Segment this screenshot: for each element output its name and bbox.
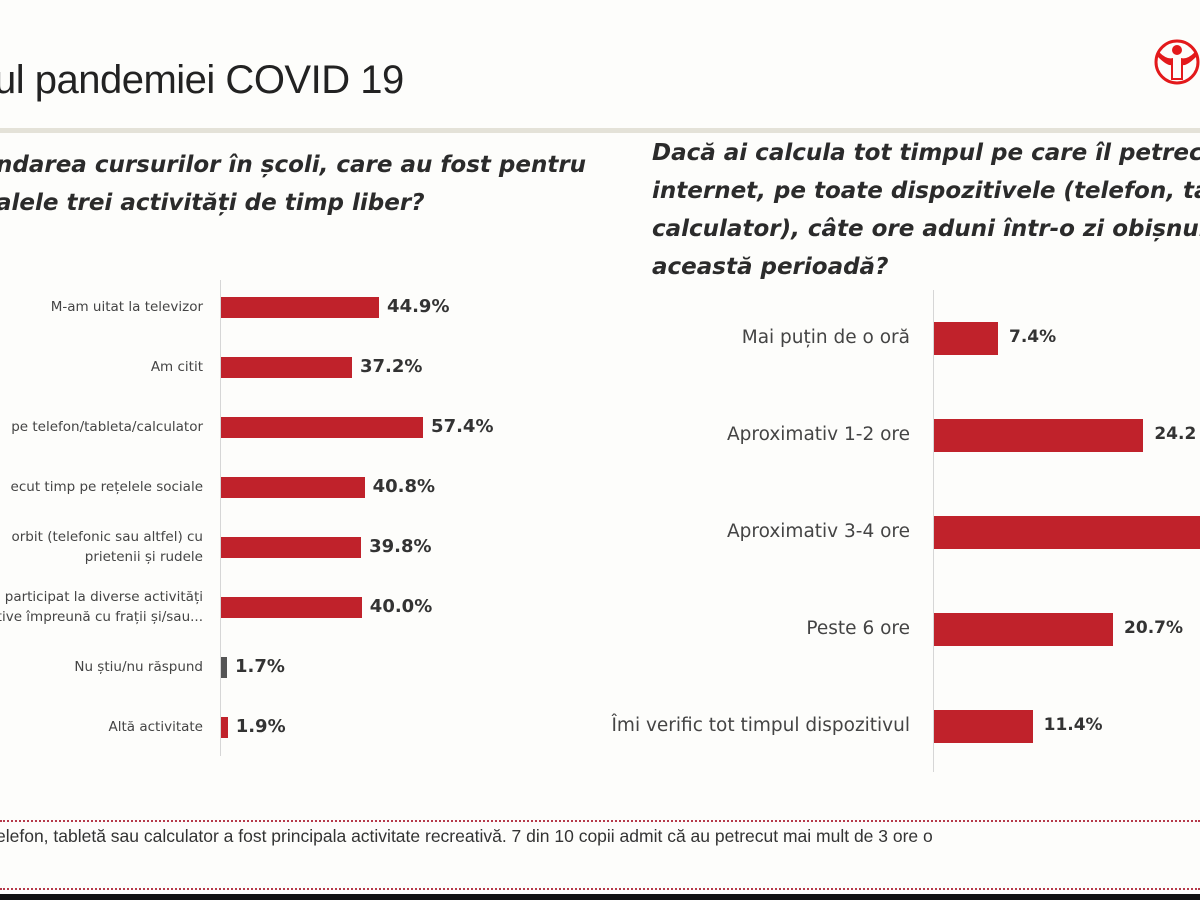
category-label-line: pe telefon/tableta/calculator <box>11 419 203 435</box>
bar <box>934 612 1114 646</box>
bottom-edge <box>0 894 1200 900</box>
category-label-line: Mai puțin de o oră <box>741 327 910 348</box>
category-label: participat la diverse activități tive împ… <box>0 587 203 627</box>
category-label: Nu știu/nu răspund <box>74 657 203 677</box>
category-label-line: Am citit <box>150 359 203 375</box>
data-label: 1.9% <box>235 715 286 737</box>
bar <box>221 716 228 738</box>
category-label-line: participat la diverse activități <box>4 589 203 605</box>
category-label-line: Nu știu/nu răspund <box>74 659 203 675</box>
category-label: Aproximativ 1-2 ore <box>727 423 910 447</box>
bar <box>934 515 1200 549</box>
bar <box>934 418 1144 452</box>
data-label: 20.7% <box>1124 618 1184 639</box>
category-label: Aproximativ 3-4 ore <box>727 520 910 544</box>
category-label: ecut timp pe rețelele sociale <box>11 477 203 497</box>
category-label: Peste 6 ore <box>806 617 910 641</box>
category-label: Am citit <box>151 357 203 377</box>
category-label-line: Aproximativ 1-2 ore <box>726 424 910 445</box>
category-label-line: Îmi verific tot timpul dispozitivul <box>611 715 910 736</box>
bar <box>221 356 352 378</box>
category-label-line: orbit (telefonic sau altfel) cu <box>11 529 204 545</box>
data-label: 57.4% <box>431 415 494 437</box>
question-line: alele trei activități de timp liber? <box>0 190 425 216</box>
category-label-line: M-am uitat la televizor <box>50 299 203 315</box>
data-label: 39.8% <box>369 535 432 557</box>
save-the-children-logo <box>1154 39 1200 85</box>
data-label: 44.9% <box>387 295 450 317</box>
data-label: 24.2 <box>1154 424 1197 445</box>
category-label-line: prietenii și rudele <box>84 549 203 565</box>
category-label: Altă activitate <box>109 717 204 737</box>
category-label: M-am uitat la televizor <box>51 297 203 317</box>
category-label: pe telefon/tableta/calculator <box>11 417 203 437</box>
category-axis <box>933 290 934 772</box>
question-line: calculator), câte ore aduni într-o zi ob… <box>652 216 1200 242</box>
title-divider <box>0 128 1200 133</box>
slide-title: ul pandemiei COVID 19 <box>0 58 404 102</box>
data-label: 1.7% <box>234 655 285 677</box>
category-label: Îmi verific tot timpul dispozitivul <box>611 714 910 738</box>
bar <box>221 596 362 618</box>
left-chart-question: ndarea cursurilor în școli, care au fost… <box>0 146 586 222</box>
data-label: 40.0% <box>369 595 433 617</box>
category-label: orbit (telefonic sau altfel) cu prietenii… <box>12 527 204 567</box>
bar <box>934 321 998 355</box>
category-label-line: ecut timp pe rețelele sociale <box>10 479 203 495</box>
right-chart-question: Dacă ai calcula tot timpul pe care îl pe… <box>652 134 1200 286</box>
question-line: această perioadă? <box>652 254 889 280</box>
data-label: 11.4% <box>1043 715 1103 736</box>
bar <box>221 416 424 438</box>
category-label-line: tive împreună cu frații și/sau... <box>0 609 203 625</box>
footer-divider-bottom <box>0 888 1200 890</box>
bar <box>221 296 380 318</box>
question-line: ndarea cursurilor în școli, care au fost… <box>0 152 587 178</box>
category-axis <box>220 280 221 756</box>
data-label: 40.8% <box>372 475 436 497</box>
category-label-line: Aproximativ 3-4 ore <box>726 521 910 542</box>
data-label: 7.4% <box>1009 327 1057 348</box>
footer-note: elefon, tabletă sau calculator a fost pr… <box>0 826 933 846</box>
bar <box>934 709 1033 743</box>
footer-divider-top <box>0 820 1200 822</box>
question-line: internet, pe toate dispozitivele (telefo… <box>652 178 1200 204</box>
bar <box>221 536 362 558</box>
category-label: Mai puțin de o oră <box>742 326 910 350</box>
bar <box>221 476 365 498</box>
category-label-line: Peste 6 ore <box>806 618 910 639</box>
bar <box>221 656 227 678</box>
data-label: 37.2% <box>359 355 423 377</box>
category-label-line: Altă activitate <box>108 719 204 735</box>
question-line: Dacă ai calcula tot timpul pe care îl pe… <box>652 140 1200 166</box>
